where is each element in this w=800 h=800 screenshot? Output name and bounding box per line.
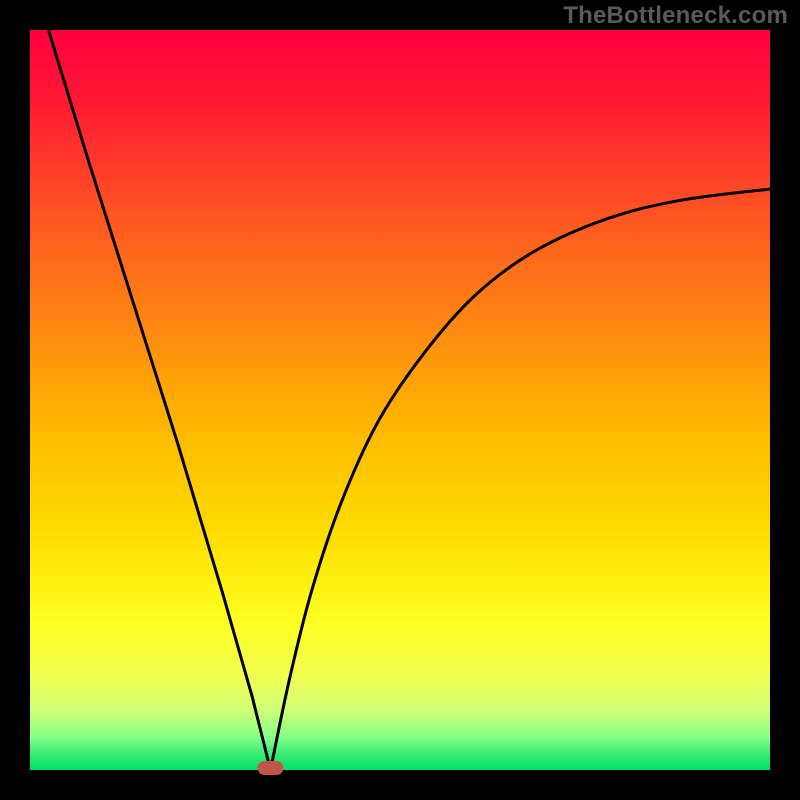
chart-svg [0,0,800,800]
chart-container: TheBottleneck.com [0,0,800,800]
plot-background [30,30,770,770]
minimum-marker [258,761,284,775]
watermark-text: TheBottleneck.com [563,2,788,30]
